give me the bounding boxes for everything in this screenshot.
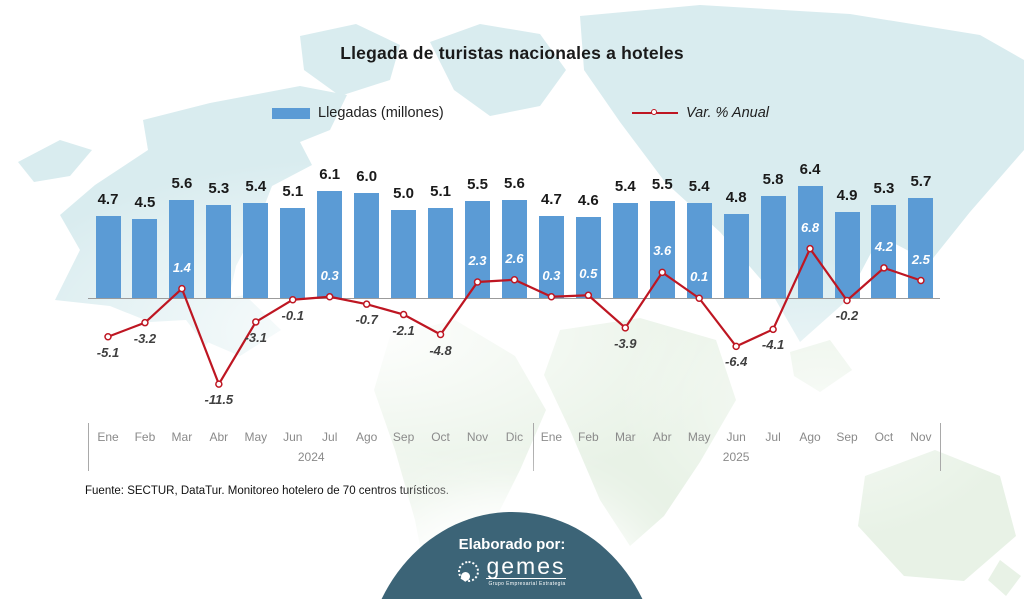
bar-value-label: 5.7: [910, 172, 932, 190]
map-europe: [430, 24, 566, 116]
line-value-label: -6.4: [724, 354, 748, 370]
gemes-logo: gemes Grupo Empresarial Estrategia: [458, 553, 566, 587]
line-point-marker: [362, 300, 371, 308]
line-point-marker: [917, 276, 925, 285]
line-point-marker: [473, 278, 482, 286]
x-axis-month-label: Abr: [209, 430, 229, 444]
line-point-marker: [806, 244, 814, 253]
line-point-marker: [325, 293, 334, 301]
line-value-label: 0.3: [320, 267, 339, 283]
x-axis-month-label: Mar: [614, 430, 636, 444]
x-axis-month-label: Oct: [431, 430, 450, 444]
line-value-label: -0.2: [835, 308, 859, 324]
line-point-marker: [289, 295, 297, 304]
x-axis-month-label: Feb: [578, 430, 599, 444]
line-point-marker: [178, 284, 186, 293]
x-axis-month-label: Nov: [466, 430, 489, 444]
bar-value-label: 4.9: [836, 187, 858, 204]
x-axis-month-label: Jul: [322, 430, 338, 444]
x-axis-month-label: Nov: [910, 430, 932, 444]
x-axis-month-label: Feb: [134, 430, 156, 444]
line-value-label: 0.1: [690, 269, 709, 285]
line-value-label: 2.6: [505, 250, 524, 266]
x-axis-month-label: May: [687, 430, 711, 444]
gemes-logo-icon: [458, 560, 480, 582]
line-value-label: -2.1: [392, 322, 415, 338]
line-point-marker: [621, 324, 630, 332]
line-point-marker: [547, 293, 556, 301]
x-axis-month-label: May: [244, 430, 268, 444]
line-value-label: 3.6: [653, 243, 672, 259]
line-value-label: -3.9: [614, 335, 637, 351]
line-series-swatch: [632, 108, 678, 115]
line-point-marker: [584, 291, 593, 300]
line-point-marker: [252, 318, 260, 326]
x-axis-month-label: Ago: [799, 430, 821, 444]
x-axis-month-label: Jun: [283, 430, 303, 444]
line-value-label: -4.1: [761, 337, 785, 353]
line-point-marker: [399, 310, 408, 319]
x-axis-month-label: Oct: [874, 430, 894, 444]
x-axis-month-label: Sep: [836, 430, 858, 444]
x-axis-month-label: Mar: [171, 430, 193, 444]
line-point-marker: [141, 318, 149, 327]
x-axis-month-label: Jul: [765, 430, 781, 444]
legend-item-bars: Llegadas (millones): [272, 103, 444, 123]
line-value-label: 2.5: [911, 251, 930, 267]
gemes-logo-subtext: Grupo Empresarial Estrategia: [488, 580, 566, 587]
line-point-marker: [104, 332, 112, 341]
line-value-label: 6.8: [801, 219, 820, 235]
chart-title: Llegada de turistas nacionales a hoteles: [340, 43, 684, 63]
map-asia: [580, 5, 1024, 342]
x-axis-month-label: Dic: [505, 430, 524, 444]
x-axis-group-separator: [532, 423, 534, 471]
bar-value-label: 5.8: [762, 171, 784, 189]
x-axis-group-separator: [88, 423, 89, 471]
bar-value-label: 5.3: [873, 179, 895, 197]
line-point-marker: [732, 342, 740, 351]
line-value-label: -3.2: [133, 330, 157, 346]
legend-line-label: Var. % Anual: [686, 105, 770, 121]
line-value-label: -0.1: [281, 307, 304, 323]
bar-series-swatch: [272, 107, 310, 119]
x-axis-month-label: Ene: [97, 430, 119, 444]
bar-value-label: 6.4: [799, 160, 821, 178]
line-value-label: -3.1: [244, 329, 267, 345]
line-point-marker: [510, 276, 519, 284]
line-point-marker: [769, 325, 777, 334]
line-point-marker: [215, 380, 223, 388]
line-point-marker: [436, 330, 445, 339]
line-point-marker: [843, 296, 851, 305]
x-axis-group-separator: [939, 423, 941, 471]
x-axis-month-label: Ene: [540, 430, 563, 444]
line-value-label: -4.8: [429, 342, 452, 358]
line-point-marker: [695, 294, 703, 303]
line-value-label: -5.1: [96, 344, 120, 360]
x-axis-month-label: Abr: [652, 430, 672, 444]
x-axis-year-label: 2024: [297, 450, 325, 464]
x-axis-month-label: Jun: [726, 430, 746, 444]
line-value-label: 4.2: [874, 238, 893, 254]
brand-heading: Elaborado por:: [458, 536, 566, 553]
map-new-zealand: [988, 560, 1021, 596]
line-value-label: 0.5: [579, 266, 598, 282]
map-greenland: [300, 24, 400, 96]
x-axis-year-label: 2025: [722, 450, 750, 464]
line-point-marker: [658, 268, 666, 277]
line-point-marker: [880, 264, 888, 272]
x-axis-month-label: Ago: [355, 430, 378, 444]
legend-item-line: Var. % Anual: [632, 103, 769, 123]
gemes-logo-text: gemes: [486, 553, 566, 579]
line-value-label: -11.5: [204, 392, 234, 408]
x-axis-month-label: Sep: [392, 430, 415, 444]
legend-bars-label: Llegadas (millones): [318, 105, 444, 121]
line-value-label: 1.4: [172, 259, 191, 275]
line-marker-icon: [651, 108, 657, 115]
source-note: Fuente: SECTUR, DataTur. Monitoreo hotel…: [85, 485, 449, 497]
